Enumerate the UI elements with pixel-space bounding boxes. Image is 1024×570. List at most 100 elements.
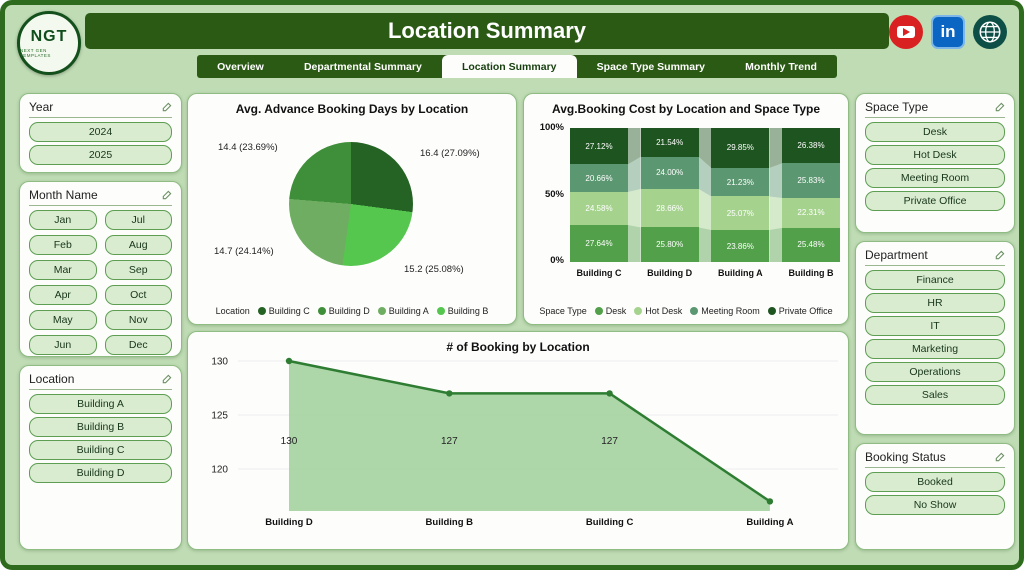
ribbon-connector-meeting-room xyxy=(698,156,712,197)
option-jun[interactable]: Jun xyxy=(29,335,97,355)
x-axis-label-building-d: Building D xyxy=(265,517,313,528)
clear-selections-icon[interactable] xyxy=(994,452,1005,463)
segment-building-b-private-office[interactable]: 26.38% xyxy=(782,128,840,164)
legend-item-building-b[interactable]: Building B xyxy=(436,306,488,316)
segment-building-b-desk[interactable]: 25.48% xyxy=(782,227,840,262)
legend-item-hot-desk[interactable]: Hot Desk xyxy=(634,306,682,316)
clear-selections-icon[interactable] xyxy=(161,374,172,385)
data-point-building-c[interactable] xyxy=(606,390,613,397)
legend-dot xyxy=(594,307,603,315)
tab-location-summary[interactable]: Location Summary xyxy=(441,55,577,78)
tab-departmental-summary[interactable]: Departmental Summary xyxy=(303,60,422,73)
linkedin-icon[interactable]: in xyxy=(931,15,965,49)
segment-building-a-meeting-room[interactable]: 21.23% xyxy=(711,167,770,197)
pie-chart[interactable] xyxy=(289,142,413,266)
option-desk[interactable]: Desk xyxy=(865,122,1005,142)
option-building-b[interactable]: Building B xyxy=(29,417,172,437)
social-icons: in xyxy=(889,15,1007,49)
option-building-d[interactable]: Building D xyxy=(29,463,172,483)
option-nov[interactable]: Nov xyxy=(104,310,172,330)
option-meeting-room[interactable]: Meeting Room xyxy=(865,168,1005,188)
segment-building-d-hot-desk[interactable]: 28.66% xyxy=(640,189,699,228)
option-marketing[interactable]: Marketing xyxy=(865,339,1005,359)
segment-building-d-private-office[interactable]: 21.54% xyxy=(640,128,699,157)
option-apr[interactable]: Apr xyxy=(29,285,97,305)
clear-selections-icon[interactable] xyxy=(994,250,1005,261)
option-operations[interactable]: Operations xyxy=(865,362,1005,382)
option-sales[interactable]: Sales xyxy=(865,385,1005,405)
globe-icon[interactable] xyxy=(973,15,1007,49)
option-hr[interactable]: HR xyxy=(865,293,1005,313)
x-axis-label-building-d: Building D xyxy=(647,268,693,278)
option-jan[interactable]: Jan xyxy=(29,210,97,230)
option-it[interactable]: IT xyxy=(865,316,1005,336)
ribbon-connector-desk xyxy=(698,227,712,262)
option-2024[interactable]: 2024 xyxy=(29,122,172,142)
segment-building-c-private-office[interactable]: 27.12% xyxy=(570,128,628,165)
legend-item-building-d[interactable]: Building D xyxy=(317,306,370,316)
option-dec[interactable]: Dec xyxy=(104,335,172,355)
pie-chart-title: Avg. Advance Booking Days by Location xyxy=(235,102,469,116)
legend-item-building-c[interactable]: Building C xyxy=(257,306,310,316)
legend-label: Building A xyxy=(388,306,429,316)
data-label: 127 xyxy=(601,436,618,447)
slicer-header: Year xyxy=(29,100,172,118)
column-building-d: 21.54% 24.00% 28.66% 25.80% xyxy=(640,128,699,262)
option-feb[interactable]: Feb xyxy=(29,235,97,255)
option-may[interactable]: May xyxy=(29,310,97,330)
segment-building-c-hot-desk[interactable]: 24.58% xyxy=(570,192,628,225)
clear-selections-icon[interactable] xyxy=(161,190,172,201)
data-point-building-d[interactable] xyxy=(285,357,293,365)
youtube-play-icon xyxy=(897,26,915,38)
segment-building-d-desk[interactable]: 25.80% xyxy=(640,227,699,262)
x-axis-label-building-a: Building A xyxy=(746,517,793,528)
tab-overview[interactable]: Overview xyxy=(217,60,264,73)
legend-title: Location xyxy=(215,306,250,316)
segment-building-c-meeting-room[interactable]: 20.66% xyxy=(570,164,628,192)
option-jul[interactable]: Jul xyxy=(104,210,172,230)
segment-building-d-meeting-room[interactable]: 24.00% xyxy=(640,156,699,190)
option-2025[interactable]: 2025 xyxy=(29,145,172,165)
option-building-a[interactable]: Building A xyxy=(29,394,172,414)
segment-building-b-meeting-room[interactable]: 25.83% xyxy=(782,163,840,198)
y-axis-tick: 120 xyxy=(211,465,228,476)
data-point-building-b[interactable] xyxy=(446,390,453,397)
tab-space-type-summary[interactable]: Space Type Summary xyxy=(596,60,706,73)
segment-building-a-hot-desk[interactable]: 25.07% xyxy=(711,196,770,231)
tab-monthly-trend[interactable]: Monthly Trend xyxy=(745,60,817,73)
option-no-show[interactable]: No Show xyxy=(865,495,1005,515)
option-oct[interactable]: Oct xyxy=(104,285,172,305)
legend-label: Desk xyxy=(605,306,627,316)
legend-item-private-office[interactable]: Private Office xyxy=(767,306,833,316)
legend-label: Private Office xyxy=(778,306,833,316)
legend-dot xyxy=(634,307,643,315)
slicer-title: Department xyxy=(865,248,928,262)
legend-item-meeting-room[interactable]: Meeting Room xyxy=(690,306,760,316)
youtube-icon[interactable] xyxy=(889,15,923,49)
option-mar[interactable]: Mar xyxy=(29,260,97,280)
segment-building-a-private-office[interactable]: 29.85% xyxy=(711,128,770,168)
legend-item-desk[interactable]: Desk xyxy=(594,306,627,316)
legend-item-building-a[interactable]: Building A xyxy=(377,306,429,316)
option-aug[interactable]: Aug xyxy=(104,235,172,255)
pie-data-label: 16.4 (27.09%) xyxy=(420,148,480,159)
x-axis-label-building-b: Building B xyxy=(788,268,834,278)
clear-selections-icon[interactable] xyxy=(161,102,172,113)
option-private-office[interactable]: Private Office xyxy=(865,191,1005,211)
segment-building-b-hot-desk[interactable]: 22.31% xyxy=(782,197,840,228)
segment-building-a-desk[interactable]: 23.86% xyxy=(711,230,770,262)
data-point-building-a[interactable] xyxy=(766,498,774,505)
area-chart: 130 125 120 130 Building D 127 Building B 127 Bu… xyxy=(211,357,838,528)
area-chart-title: # of Booking by Location xyxy=(446,340,590,354)
y-axis-tick: 125 xyxy=(211,411,228,422)
segment-building-c-desk[interactable]: 27.64% xyxy=(570,224,628,262)
clear-selections-icon[interactable] xyxy=(994,102,1005,113)
pie-data-label: 14.7 (24.14%) xyxy=(214,246,274,257)
option-building-c[interactable]: Building C xyxy=(29,440,172,460)
legend-dot xyxy=(257,307,266,315)
option-finance[interactable]: Finance xyxy=(865,270,1005,290)
option-booked[interactable]: Booked xyxy=(865,472,1005,492)
option-hot-desk[interactable]: Hot Desk xyxy=(865,145,1005,165)
option-sep[interactable]: Sep xyxy=(104,260,172,280)
